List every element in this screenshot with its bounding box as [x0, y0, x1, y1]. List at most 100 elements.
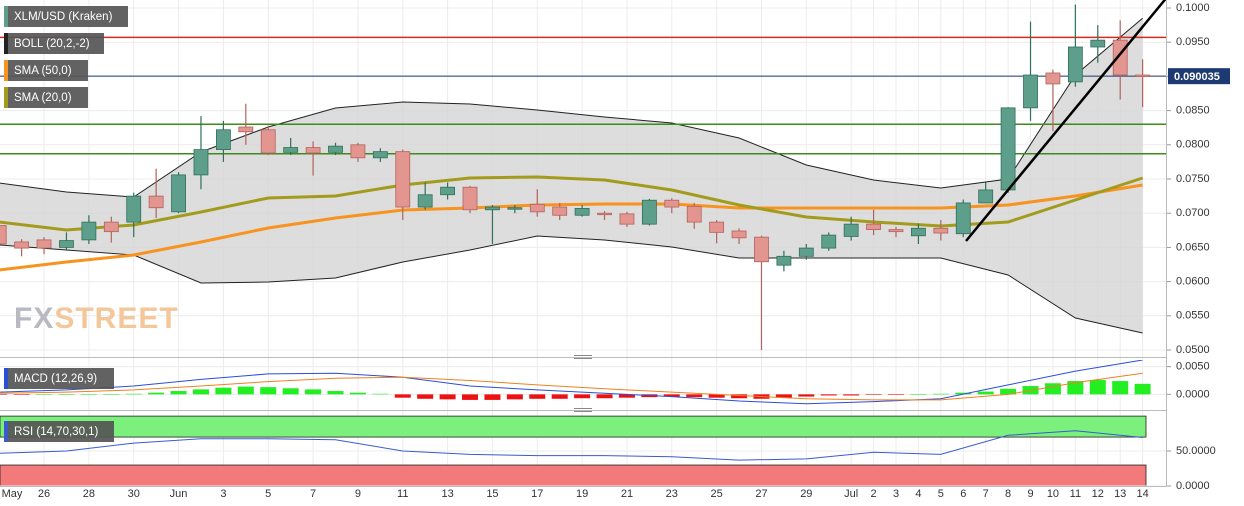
legend-box[interactable]: [4, 421, 114, 442]
x-tick-label: 27: [755, 488, 767, 500]
macd-bar: [574, 394, 591, 399]
candle-body: [552, 206, 568, 216]
sma-line: [0, 175, 1144, 232]
rsi-panel: [0, 415, 1166, 486]
legend-box[interactable]: [4, 87, 88, 108]
macd-bar: [260, 387, 277, 395]
x-tick-label: 3: [220, 488, 226, 500]
y-tick-label: 0.1000: [1176, 2, 1210, 14]
y-tick-label: 0.0850: [1176, 105, 1210, 117]
macd-bar: [977, 391, 994, 395]
x-tick-label: 8: [1005, 488, 1011, 500]
legend-box[interactable]: [4, 368, 114, 389]
x-tick-label: Jul: [844, 488, 858, 500]
candle-body: [350, 144, 366, 159]
watermark-suffix: STREET: [54, 302, 178, 335]
bollinger-lower: [0, 235, 1143, 334]
macd-panel: [0, 360, 1166, 405]
legend-label: SMA (50,0): [14, 65, 72, 77]
candle-body: [1090, 39, 1106, 48]
legend-box[interactable]: [4, 33, 104, 54]
price-panel: [0, 4, 1166, 351]
x-tick-label: 25: [711, 488, 723, 500]
candle-body: [238, 126, 254, 133]
x-tick-label: 7: [983, 488, 989, 500]
candle-body: [798, 247, 814, 257]
candle-body: [305, 147, 321, 154]
candle-body: [440, 186, 456, 196]
legend-swatch: [4, 87, 8, 108]
macd-bar: [910, 394, 927, 395]
legend-swatch: [4, 60, 8, 81]
x-tick-label: 30: [128, 488, 140, 500]
macd-bar: [484, 394, 501, 400]
candle-body: [59, 240, 74, 248]
legend-label: SMA (20,0): [14, 92, 72, 104]
candle-body: [171, 174, 186, 213]
candle-body: [664, 199, 680, 208]
candle-body: [597, 212, 612, 216]
macd-bar: [932, 393, 949, 395]
candle-body: [1067, 46, 1083, 83]
rsi-band: [0, 464, 1147, 486]
x-tick-label: 15: [486, 488, 498, 500]
macd-bar: [36, 394, 53, 395]
legend-box[interactable]: [4, 6, 128, 27]
overlay: May 26 28 30 Jun 3 5 7 9 11 13 15 17 19 21 23 25 27 29 Jul 2…: [2, 2, 1230, 500]
macd-bar: [865, 394, 882, 395]
candle-body: [372, 151, 388, 159]
candle-body: [507, 207, 523, 210]
candle-body: [14, 241, 30, 249]
y-tick-label: 0.0500: [1176, 344, 1210, 356]
rsi-line: [0, 430, 1143, 461]
legend-swatch: [4, 421, 8, 442]
candle-body: [978, 189, 994, 204]
y-tick-label: 0.0950: [1176, 36, 1210, 48]
x-tick-label: 21: [621, 488, 633, 500]
macd-bar: [731, 394, 748, 399]
macd-bar: [417, 394, 434, 399]
legend-swatch: [4, 368, 8, 389]
x-tick-label: 19: [576, 488, 588, 500]
macd-bar: [955, 392, 972, 395]
legend-box[interactable]: [4, 60, 88, 81]
bollinger-upper: [0, 17, 1143, 198]
legend-label: XLM/USD (Kraken): [14, 11, 113, 23]
macd-bar: [1044, 383, 1061, 395]
legend-label: BOLL (20,2,-2): [14, 38, 90, 50]
macd-bar: [888, 394, 904, 395]
candle-body: [193, 149, 209, 176]
candle-body: [933, 227, 949, 234]
x-tick-label: 5: [265, 488, 271, 500]
macd-line: [0, 372, 1143, 401]
macd-bar: [13, 394, 30, 395]
y-tick-label: 0.0050: [1176, 361, 1210, 373]
x-tick-label: 4: [915, 488, 921, 500]
candle-body: [283, 147, 299, 153]
macd-bar: [0, 394, 8, 395]
x-tick-label: 29: [800, 488, 812, 500]
y-tick-label: 0.0800: [1176, 139, 1210, 151]
x-tick-label: May: [2, 488, 23, 500]
macd-bar: [327, 391, 344, 395]
macd-bar: [1112, 381, 1129, 395]
legend-swatch: [4, 6, 8, 27]
candle-body: [686, 205, 702, 223]
x-tick-label: 11: [1070, 488, 1081, 500]
candle-body: [485, 206, 500, 211]
macd-bar: [708, 394, 725, 398]
candle-body: [866, 223, 881, 231]
candle-body: [1045, 72, 1061, 85]
sma-line: [0, 183, 1143, 272]
x-tick-label: 7: [310, 488, 316, 500]
macd-bar: [58, 394, 75, 395]
macd-bar: [1134, 383, 1151, 395]
macd-bar: [215, 387, 232, 395]
candle-body: [1000, 107, 1016, 191]
y-tick-label: 0.0550: [1176, 310, 1210, 322]
candle-body: [395, 151, 411, 208]
x-tick-label: 23: [666, 488, 678, 500]
candle-body: [462, 186, 478, 211]
x-tick-label: 2: [871, 488, 877, 500]
